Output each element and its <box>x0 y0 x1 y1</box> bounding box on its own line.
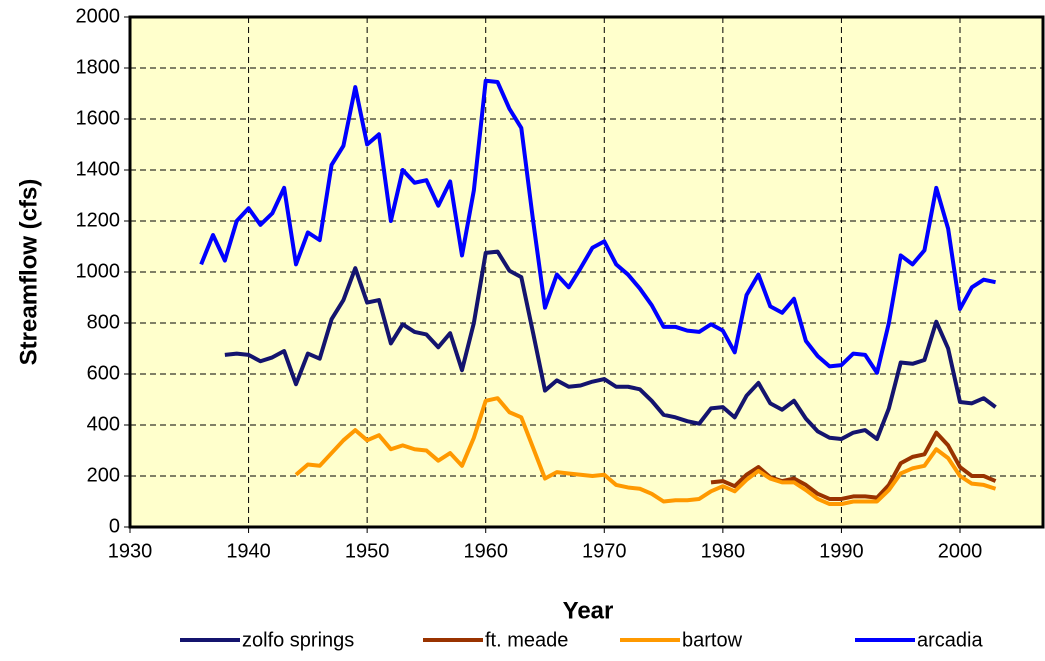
plot-area <box>130 17 1043 527</box>
y-tick-label: 1400 <box>76 158 121 180</box>
x-tick-label: 1940 <box>226 540 271 562</box>
plot-frame <box>128 15 1045 529</box>
y-tick-label: 800 <box>87 311 120 333</box>
series-line <box>224 249 997 442</box>
legend-label: ft. meade <box>485 629 568 651</box>
x-tick-label: 1980 <box>701 540 746 562</box>
y-tick-label: 1600 <box>76 107 121 129</box>
y-axis-title: Streamflow (cfs) <box>15 179 42 366</box>
series-line <box>710 430 997 501</box>
x-tick-label: 1970 <box>582 540 627 562</box>
y-tick-label: 1200 <box>76 209 121 231</box>
x-tick-label: 1930 <box>108 540 153 562</box>
legend-label: zolfo springs <box>242 629 354 651</box>
series-line <box>199 78 996 375</box>
legend: zolfo springs ft. meade bartow arcadia <box>180 629 983 651</box>
x-tick-label: 1990 <box>819 540 864 562</box>
y-tick-label: 1800 <box>76 56 121 78</box>
x-tick-label: 1950 <box>345 540 390 562</box>
x-tick-label: 1960 <box>463 540 508 562</box>
legend-label: arcadia <box>917 629 983 651</box>
y-tick-label: 1000 <box>76 260 121 282</box>
y-tick-label: 400 <box>87 413 120 435</box>
legend-label: bartow <box>682 629 743 651</box>
series-line <box>294 396 997 507</box>
y-tick-label: 200 <box>87 464 120 486</box>
x-axis-title: Year <box>563 597 614 624</box>
y-tick-label: 600 <box>87 362 120 384</box>
y-tick-label: 0 <box>109 515 120 537</box>
y-tick-label: 2000 <box>76 5 121 27</box>
lines <box>199 78 997 507</box>
x-tick-label: 2000 <box>938 540 983 562</box>
